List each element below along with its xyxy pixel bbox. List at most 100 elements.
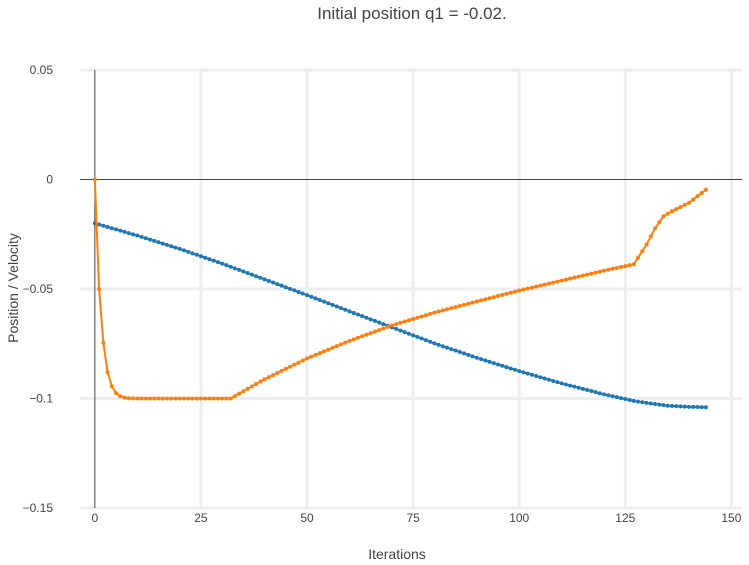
data-point-velocity	[241, 389, 246, 394]
data-point-velocity	[614, 265, 619, 270]
data-point-velocity	[487, 296, 492, 301]
data-point-position	[198, 254, 203, 259]
data-point-velocity	[330, 345, 335, 350]
x-tick-label: 125	[615, 511, 635, 525]
data-point-position	[258, 275, 263, 280]
data-point-position	[338, 306, 343, 311]
data-point-velocity	[385, 324, 390, 329]
data-point-position	[381, 322, 386, 327]
data-point-position	[254, 274, 259, 279]
data-point-position	[529, 372, 534, 377]
data-point-velocity	[462, 302, 467, 307]
data-point-velocity	[479, 298, 484, 303]
data-point-position	[411, 333, 416, 338]
data-point-velocity	[97, 287, 102, 291]
data-point-position	[500, 363, 505, 368]
data-point-position	[597, 391, 602, 396]
data-point-velocity	[122, 395, 127, 400]
data-point-position	[436, 342, 441, 347]
data-point-position	[487, 359, 492, 364]
data-point-velocity	[631, 262, 636, 267]
data-point-position	[576, 385, 581, 390]
data-point-position	[245, 271, 250, 276]
y-tick-label: −0.15	[23, 501, 54, 515]
data-point-velocity	[288, 364, 293, 369]
data-point-velocity	[474, 299, 479, 304]
data-point-velocity	[271, 373, 276, 378]
data-point-velocity	[237, 391, 242, 396]
data-point-velocity	[572, 275, 577, 280]
data-point-velocity	[368, 331, 373, 336]
data-point-position	[347, 309, 352, 314]
data-point-velocity	[610, 266, 615, 271]
data-point-velocity	[249, 384, 254, 389]
data-point-position	[139, 234, 144, 239]
data-point-velocity	[555, 279, 560, 284]
data-point-position	[563, 382, 568, 387]
data-point-position	[249, 272, 254, 277]
data-point-velocity	[445, 307, 450, 312]
data-point-velocity	[593, 270, 598, 275]
data-point-position	[148, 237, 153, 242]
data-point-position	[453, 348, 458, 353]
data-point-position	[343, 307, 348, 312]
data-point-position	[678, 404, 683, 409]
data-point-position	[665, 403, 670, 408]
data-point-velocity	[686, 200, 691, 205]
data-point-position	[109, 226, 114, 231]
data-point-velocity	[551, 280, 556, 285]
data-point-velocity	[648, 234, 653, 239]
data-point-position	[406, 331, 411, 336]
data-point-position	[326, 301, 331, 306]
data-point-velocity	[483, 297, 488, 302]
data-point-position	[555, 380, 560, 385]
data-point-position	[428, 339, 433, 344]
data-point-position	[661, 403, 666, 408]
data-point-position	[241, 269, 246, 274]
data-point-velocity	[296, 360, 301, 365]
data-point-position	[440, 344, 445, 349]
data-point-position	[551, 378, 556, 383]
data-point-velocity	[92, 177, 97, 182]
data-point-velocity	[534, 284, 539, 289]
data-point-position	[559, 381, 564, 386]
data-point-velocity	[428, 311, 433, 316]
data-point-velocity	[559, 278, 564, 283]
data-point-position	[623, 397, 628, 402]
x-axis-label: Iterations	[368, 546, 426, 562]
data-point-position	[360, 314, 365, 319]
data-point-position	[445, 345, 450, 350]
data-point-position	[602, 392, 607, 397]
data-point-position	[495, 362, 500, 367]
data-point-velocity	[131, 396, 136, 401]
data-point-position	[423, 338, 428, 343]
data-point-velocity	[343, 340, 348, 345]
data-point-velocity	[169, 396, 174, 401]
data-point-velocity	[347, 338, 352, 343]
data-point-velocity	[402, 319, 407, 324]
data-point-velocity	[156, 396, 161, 401]
data-point-position	[118, 228, 123, 233]
data-point-velocity	[500, 292, 505, 297]
data-point-velocity	[326, 347, 331, 352]
data-point-position	[686, 404, 691, 409]
data-point-velocity	[186, 396, 191, 401]
data-point-position	[466, 352, 471, 357]
data-point-position	[351, 310, 356, 315]
data-point-velocity	[164, 396, 169, 401]
data-point-position	[296, 289, 301, 294]
data-point-position	[432, 341, 437, 346]
data-point-velocity	[623, 264, 628, 269]
data-point-velocity	[457, 303, 462, 308]
data-point-position	[372, 318, 377, 323]
data-point-position	[542, 376, 547, 381]
data-point-velocity	[224, 396, 229, 401]
data-point-velocity	[657, 220, 662, 225]
data-point-velocity	[317, 351, 322, 356]
data-point-position	[470, 354, 475, 359]
data-point-velocity	[415, 315, 420, 320]
data-point-position	[203, 255, 208, 260]
data-point-velocity	[135, 396, 140, 401]
data-point-position	[266, 278, 271, 283]
